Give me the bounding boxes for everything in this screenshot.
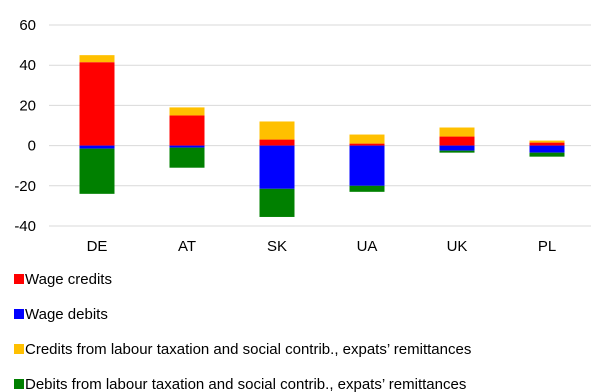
bar-segment-de xyxy=(79,55,115,63)
bar-segment-ua xyxy=(349,185,385,192)
bar-segment-at xyxy=(169,145,205,148)
legend-label: Debits from labour taxation and social c… xyxy=(25,376,466,392)
legend-item: Wage credits xyxy=(14,271,112,288)
bar-segment-de xyxy=(79,145,115,149)
y-tick-label: -40 xyxy=(14,218,36,235)
bars xyxy=(79,55,565,217)
bar-segment-uk xyxy=(439,145,475,151)
y-tick-label: 20 xyxy=(19,97,36,114)
bar-segment-sk xyxy=(259,145,295,189)
bar-segment-sk xyxy=(259,188,295,217)
y-axis-tick-labels: -40 -20 0 20 40 60 xyxy=(14,17,36,235)
bar-segment-uk xyxy=(439,136,475,146)
x-tick-label-uk: UK xyxy=(447,238,468,255)
legend-swatch xyxy=(14,309,24,319)
y-tick-label: 60 xyxy=(19,17,36,34)
legend-label: Wage credits xyxy=(25,271,112,288)
legend-item: Debits from labour taxation and social c… xyxy=(14,376,466,392)
bar-segment-pl xyxy=(529,152,565,157)
gridlines xyxy=(49,24,591,227)
bar-segment-sk xyxy=(259,139,295,146)
bar-segment-pl xyxy=(529,145,565,153)
legend-swatch xyxy=(14,344,24,354)
bar-segment-ua xyxy=(349,134,385,144)
x-axis-tick-labels: DE AT SK UA UK PL xyxy=(87,238,557,255)
bar-segment-at xyxy=(169,115,205,146)
bar-segment-pl xyxy=(529,142,565,146)
x-tick-label-ua: UA xyxy=(357,238,378,255)
bar-segment-uk xyxy=(439,127,475,137)
bar-segment-at xyxy=(169,147,205,168)
bar-segment-at xyxy=(169,107,205,116)
bar-segment-sk xyxy=(259,121,295,140)
legend-swatch xyxy=(14,274,24,284)
legend-item: Wage debits xyxy=(14,306,108,323)
x-tick-label-sk: SK xyxy=(267,238,287,255)
bar-segment-pl xyxy=(529,140,565,143)
legend-swatch xyxy=(14,379,24,389)
bar-segment-de xyxy=(79,148,115,194)
bar-segment-de xyxy=(79,62,115,146)
x-tick-label-at: AT xyxy=(178,238,196,255)
y-tick-label: 0 xyxy=(28,138,36,155)
x-tick-label-pl: PL xyxy=(538,238,556,255)
legend-item: Credits from labour taxation and social … xyxy=(14,341,471,358)
legend-label: Credits from labour taxation and social … xyxy=(25,341,471,358)
legend: Wage credits Wage debits Credits from labo… xyxy=(14,271,471,392)
bar-segment-ua xyxy=(349,143,385,146)
legend-label: Wage debits xyxy=(25,306,108,323)
x-tick-label-de: DE xyxy=(87,238,108,255)
y-tick-label: -20 xyxy=(14,178,36,195)
bar-segment-ua xyxy=(349,145,385,186)
bar-segment-uk xyxy=(439,150,475,153)
y-tick-label: 40 xyxy=(19,57,36,74)
